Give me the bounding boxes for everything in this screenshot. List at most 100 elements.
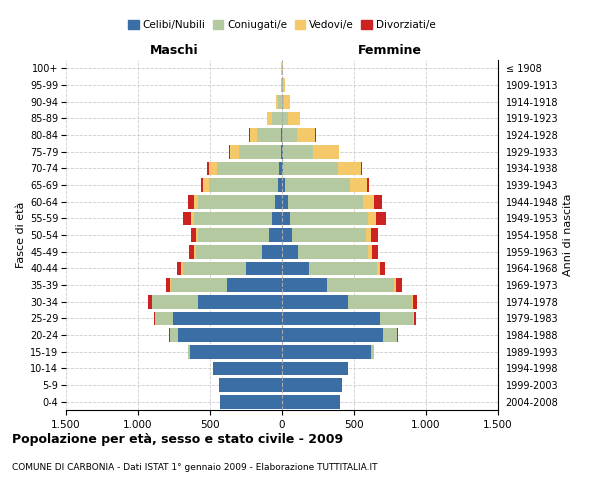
Bar (227, 278, 282, 292)
Bar (229, 145, 230, 158)
Bar (217, 162, 279, 175)
Bar (282, 262, 310, 275)
Bar (184, 212, 191, 225)
Bar (170, 278, 171, 292)
Bar (282, 95, 284, 108)
Bar (281, 145, 282, 158)
Bar (296, 128, 316, 142)
Bar (338, 162, 361, 175)
Bar (292, 228, 365, 242)
Bar (196, 245, 262, 258)
Bar (200, 178, 203, 192)
Bar (368, 245, 372, 258)
Bar (348, 295, 412, 308)
Bar (367, 178, 369, 192)
Bar (394, 278, 397, 292)
Bar (199, 195, 275, 208)
Bar (194, 195, 199, 208)
Text: Popolazione per età, sesso e stato civile - 2009: Popolazione per età, sesso e stato civil… (12, 432, 343, 446)
Bar (181, 262, 182, 275)
Bar (282, 145, 283, 158)
Bar (282, 112, 288, 125)
Bar (298, 245, 368, 258)
Bar (283, 78, 285, 92)
Bar (282, 78, 283, 92)
Bar (372, 245, 378, 258)
Bar (383, 328, 397, 342)
Bar (282, 212, 290, 225)
Y-axis label: Fasce di età: Fasce di età (16, 202, 26, 268)
Bar (413, 295, 418, 308)
Bar (313, 145, 339, 158)
Bar (148, 295, 152, 308)
Bar (170, 328, 178, 342)
Bar (282, 345, 371, 358)
Bar (152, 295, 199, 308)
Bar (283, 145, 313, 158)
Bar (368, 212, 376, 225)
Bar (208, 162, 209, 175)
Bar (199, 228, 269, 242)
Bar (282, 295, 348, 308)
Bar (288, 195, 362, 208)
Bar (397, 328, 398, 342)
Bar (166, 278, 170, 292)
Bar (282, 245, 298, 258)
Bar (397, 278, 401, 292)
Bar (220, 378, 282, 392)
Text: Maschi: Maschi (149, 44, 199, 57)
Bar (173, 312, 282, 325)
Bar (361, 162, 362, 175)
Bar (371, 345, 374, 358)
Bar (275, 195, 282, 208)
Bar (189, 245, 194, 258)
Bar (154, 312, 155, 325)
Y-axis label: Anni di nascita: Anni di nascita (563, 194, 572, 276)
Bar (310, 262, 377, 275)
Bar (169, 328, 170, 342)
Bar (203, 178, 209, 192)
Bar (194, 212, 272, 225)
Bar (191, 212, 194, 225)
Bar (279, 162, 282, 175)
Bar (282, 128, 296, 142)
Bar (209, 178, 278, 192)
Bar (209, 162, 217, 175)
Bar (285, 178, 350, 192)
Text: COMUNE DI CARBONIA - Dati ISTAT 1° gennaio 2009 - Elaborazione TUTTITALIA.IT: COMUNE DI CARBONIA - Dati ISTAT 1° genna… (12, 462, 377, 471)
Bar (191, 228, 196, 242)
Bar (199, 295, 282, 308)
Bar (262, 245, 282, 258)
Bar (272, 112, 282, 125)
Bar (413, 312, 414, 325)
Bar (155, 312, 173, 325)
Bar (288, 112, 300, 125)
Bar (377, 262, 380, 275)
Bar (376, 212, 386, 225)
Bar (326, 278, 394, 292)
Bar (220, 395, 282, 408)
Bar (282, 62, 283, 75)
Bar (282, 278, 326, 292)
Bar (278, 178, 282, 192)
Bar (268, 112, 272, 125)
Bar (250, 128, 257, 142)
Bar (278, 95, 282, 108)
Bar (365, 228, 371, 242)
Bar (246, 262, 282, 275)
Bar (213, 362, 282, 375)
Bar (282, 328, 383, 342)
Bar (374, 195, 382, 208)
Bar (281, 78, 282, 92)
Bar (269, 228, 282, 242)
Bar (188, 345, 190, 358)
Bar (362, 195, 374, 208)
Bar (282, 312, 380, 325)
Bar (230, 145, 239, 158)
Bar (272, 212, 282, 225)
Bar (276, 95, 278, 108)
Bar (380, 262, 385, 275)
Bar (282, 195, 288, 208)
Bar (380, 312, 413, 325)
Bar (178, 328, 282, 342)
